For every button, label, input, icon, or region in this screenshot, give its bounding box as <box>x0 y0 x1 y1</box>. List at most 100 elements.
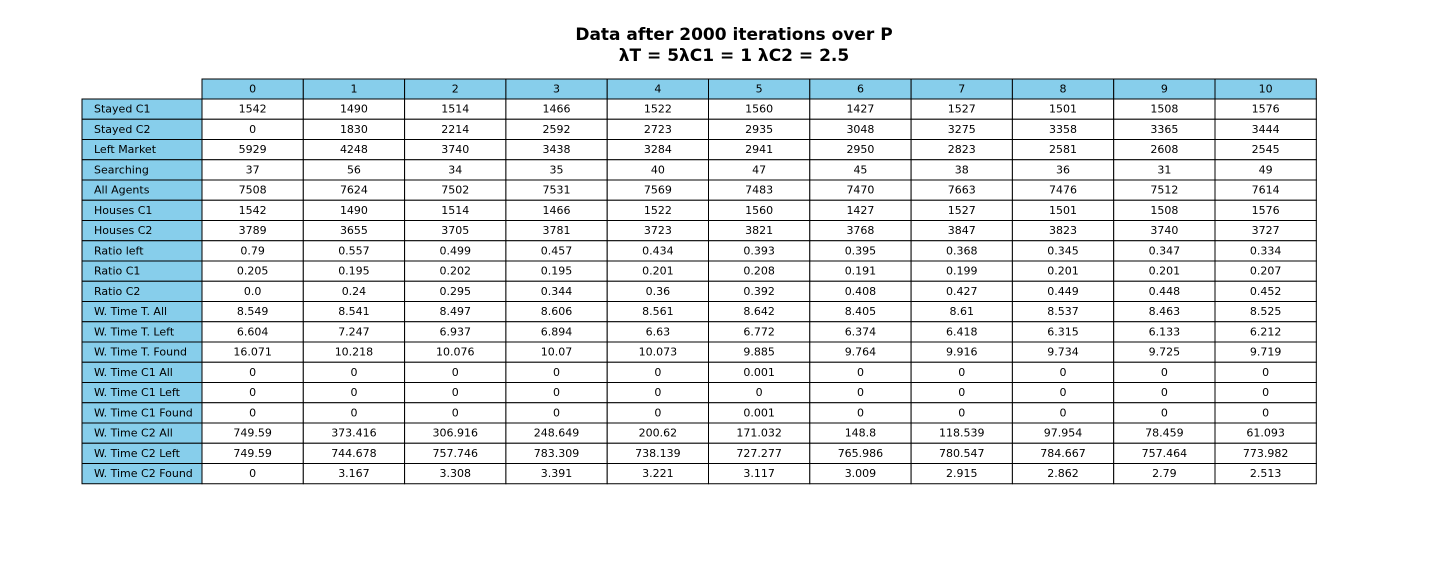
table-cell-value: 0.347 <box>1149 244 1181 257</box>
column-header-label: 9 <box>1161 83 1168 96</box>
chart-title-line-1: Data after 2000 iterations over P <box>575 25 893 45</box>
column-header-label: 1 <box>350 83 357 96</box>
table-cell-value: 765.986 <box>838 447 884 460</box>
table-cell-value: 0.205 <box>237 265 269 278</box>
row-header-label: W. Time C2 Found <box>94 467 193 480</box>
column-header-label: 0 <box>249 83 256 96</box>
table-cell-value: 2608 <box>1150 143 1178 156</box>
table-cell-value: 34 <box>448 163 462 176</box>
table-cell-value: 373.416 <box>331 427 377 440</box>
row-header-label: Stayed C1 <box>94 103 150 116</box>
table-cell-value: 0 <box>1262 386 1269 399</box>
table-cell-value: 0 <box>1161 406 1168 419</box>
table-cell-value: 8.61 <box>950 305 975 318</box>
table-cell-value: 6.937 <box>440 325 472 338</box>
table-cell-value: 0 <box>249 386 256 399</box>
table-cell-value: 31 <box>1157 163 1171 176</box>
table-cell-value: 738.139 <box>635 447 681 460</box>
table-cell-value: 9.725 <box>1149 346 1181 359</box>
table-cell-value: 2581 <box>1049 143 1077 156</box>
table-cell-value: 2592 <box>543 123 571 136</box>
table-cell-value: 248.649 <box>534 427 580 440</box>
table-cell-value: 6.418 <box>946 325 978 338</box>
table-cell-value: 0 <box>1060 386 1067 399</box>
table-cell-value: 16.071 <box>233 346 272 359</box>
table-cell-value: 8.497 <box>440 305 472 318</box>
table-cell-value: 3655 <box>340 224 368 237</box>
table-cell-value: 3048 <box>846 123 874 136</box>
table-cell-value: 0.557 <box>338 244 370 257</box>
table-cell-value: 0.295 <box>440 285 472 298</box>
table-cell-value: 0 <box>350 366 357 379</box>
table-cell-value: 0 <box>350 386 357 399</box>
table-cell-value: 0.191 <box>845 265 877 278</box>
table-cell-value: 727.277 <box>736 447 782 460</box>
table-cell-value: 2.79 <box>1152 467 1177 480</box>
table-cell-value: 3.221 <box>642 467 674 480</box>
column-header-label: 3 <box>553 83 560 96</box>
table-cell-value: 1830 <box>340 123 368 136</box>
table-cell-value: 1576 <box>1252 103 1280 116</box>
table-cell-value: 1501 <box>1049 103 1077 116</box>
table-cell-value: 3768 <box>846 224 874 237</box>
table-cell-value: 3284 <box>644 143 672 156</box>
table-cell-value: 1514 <box>441 103 469 116</box>
table-cell-value: 7614 <box>1252 184 1280 197</box>
table-cell-value: 1490 <box>340 103 368 116</box>
table-cell-value: 10.218 <box>335 346 374 359</box>
table-cell-value: 3723 <box>644 224 672 237</box>
table-cell-value: 0.448 <box>1149 285 1181 298</box>
table-cell-value: 7476 <box>1049 184 1077 197</box>
column-header-label: 2 <box>452 83 459 96</box>
table-cell-value: 0.499 <box>440 244 472 257</box>
table-cell-value: 9.885 <box>743 346 775 359</box>
table-cell-value: 0.195 <box>338 265 370 278</box>
table-cell-value: 8.463 <box>1149 305 1181 318</box>
table-cell-value: 1508 <box>1150 204 1178 217</box>
table-cell-value: 306.916 <box>433 427 479 440</box>
table-cell-value: 38 <box>955 163 969 176</box>
table-cell-value: 757.746 <box>433 447 479 460</box>
table-cell-value: 8.541 <box>338 305 370 318</box>
table-cell-value: 9.916 <box>946 346 978 359</box>
table-cell-value: 37 <box>246 163 260 176</box>
table-cell-value: 61.093 <box>1246 427 1285 440</box>
table-cell-value: 2950 <box>846 143 874 156</box>
table-cell-value: 1501 <box>1049 204 1077 217</box>
table-cell-value: 1522 <box>644 204 672 217</box>
table-cell-value: 2545 <box>1252 143 1280 156</box>
table-cell-value: 3358 <box>1049 123 1077 136</box>
table-cell-value: 1576 <box>1252 204 1280 217</box>
table-cell-value: 7483 <box>745 184 773 197</box>
row-header-label: All Agents <box>94 184 150 197</box>
table-cell-value: 1466 <box>543 204 571 217</box>
table-cell-value: 0.457 <box>541 244 573 257</box>
table-cell-value: 2.915 <box>946 467 978 480</box>
table-cell-value: 3781 <box>543 224 571 237</box>
table-cell-value: 78.459 <box>1145 427 1184 440</box>
table-cell-value: 8.642 <box>743 305 775 318</box>
table-cell-value: 0.199 <box>946 265 978 278</box>
table-cell-value: 1527 <box>948 204 976 217</box>
row-header-label: W. Time C2 All <box>94 427 173 440</box>
table-cell-value: 3444 <box>1252 123 1280 136</box>
table-cell-value: 3823 <box>1049 224 1077 237</box>
table-cell-value: 0.368 <box>946 244 978 257</box>
table-cell-value: 35 <box>550 163 564 176</box>
table-cell-value: 0 <box>958 406 965 419</box>
table-cell-value: 1508 <box>1150 103 1178 116</box>
table-cell-value: 40 <box>651 163 665 176</box>
table-cell-value: 0 <box>1060 406 1067 419</box>
table-cell-value: 7508 <box>239 184 267 197</box>
table-cell-value: 7.247 <box>338 325 370 338</box>
table-cell-value: 0 <box>249 123 256 136</box>
table-cell-value: 6.604 <box>237 325 269 338</box>
table-cell-value: 49 <box>1259 163 1273 176</box>
table-cell-value: 1560 <box>745 103 773 116</box>
table-cell-value: 1514 <box>441 204 469 217</box>
table-cell-value: 56 <box>347 163 361 176</box>
table-cell-value: 0 <box>350 406 357 419</box>
table-cell-value: 3.009 <box>845 467 877 480</box>
table-cell-value: 6.315 <box>1047 325 1079 338</box>
